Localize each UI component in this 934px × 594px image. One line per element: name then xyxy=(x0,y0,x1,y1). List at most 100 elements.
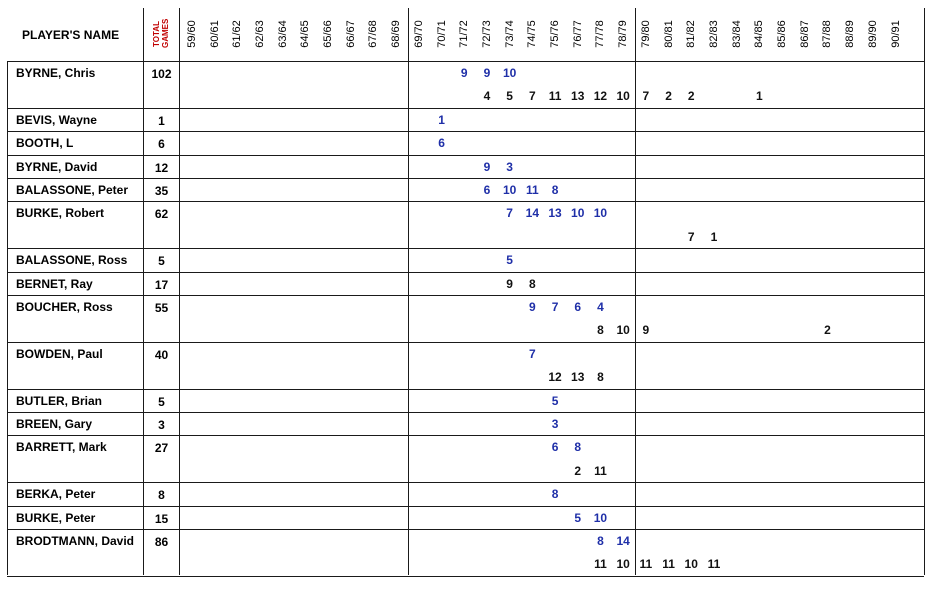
season-header: 81/82 xyxy=(685,20,698,48)
season-games-value: 10 xyxy=(502,66,517,80)
season-games-value: 12 xyxy=(593,89,608,104)
player-total-games: 6 xyxy=(158,137,165,152)
row-divider xyxy=(7,248,924,249)
season-games-value: 11 xyxy=(526,183,539,197)
player-total-games: 55 xyxy=(154,301,169,315)
row-divider xyxy=(7,131,924,132)
season-header: 85/86 xyxy=(776,20,789,48)
season-header: 67/68 xyxy=(367,20,380,48)
season-games-value: 6 xyxy=(438,136,445,151)
season-games-value: 11 xyxy=(548,89,562,104)
player-name: BEVIS, Wayne xyxy=(16,112,97,127)
season-games-value: 3 xyxy=(506,159,513,174)
season-games-value: 1 xyxy=(756,89,763,104)
player-total-games: 5 xyxy=(158,394,165,409)
season-games-value: 10 xyxy=(616,89,630,104)
season-header: 66/67 xyxy=(344,20,357,48)
season-games-value: 10 xyxy=(616,323,630,338)
season-header: 69/70 xyxy=(412,20,425,48)
player-total-games: 1 xyxy=(158,113,165,128)
player-total-games: 15 xyxy=(154,511,169,526)
player-total-games: 5 xyxy=(158,254,165,269)
season-games-value: 2 xyxy=(574,463,582,478)
season-games-value: 11 xyxy=(594,557,607,572)
player-name: BALASSONE, Ross xyxy=(16,253,128,268)
row-divider xyxy=(7,295,924,296)
player-total-games: 62 xyxy=(154,207,169,222)
season-header: 74/75 xyxy=(526,20,539,48)
season-header: 60/61 xyxy=(208,20,221,48)
season-games-value: 9 xyxy=(506,276,513,291)
player-total-games: 86 xyxy=(154,535,169,549)
season-games-value: 10 xyxy=(502,183,517,197)
player-total-games: 3 xyxy=(158,418,165,432)
season-games-value: 5 xyxy=(551,393,559,408)
season-games-value: 8 xyxy=(597,370,604,385)
row-divider xyxy=(7,529,924,530)
season-header: 82/83 xyxy=(707,20,720,48)
row-divider xyxy=(7,435,924,436)
season-games-value: 1 xyxy=(710,229,718,244)
season-games-value: 7 xyxy=(529,89,536,104)
season-header: 64/65 xyxy=(299,20,312,48)
season-games-value: 4 xyxy=(483,89,491,104)
player-name: BYRNE, David xyxy=(16,159,98,174)
season-games-value: 2 xyxy=(687,89,695,104)
decade-divider-1970 xyxy=(407,8,409,575)
total-column-divider xyxy=(179,8,180,575)
season-games-value: 9 xyxy=(460,66,468,80)
player-name: BURKE, Robert xyxy=(16,206,105,221)
season-header: 61/62 xyxy=(231,20,244,48)
row-divider xyxy=(7,482,924,483)
row-divider xyxy=(7,576,924,577)
season-games-value: 7 xyxy=(687,229,695,244)
season-header: 76/77 xyxy=(571,20,584,48)
season-games-value: 8 xyxy=(574,440,582,455)
season-games-value: 11 xyxy=(639,557,653,572)
season-games-value: 14 xyxy=(525,206,540,221)
season-games-value: 1 xyxy=(438,112,445,127)
player-name: BALASSONE, Peter xyxy=(16,183,129,197)
season-games-value: 8 xyxy=(551,183,559,197)
season-games-value: 5 xyxy=(574,510,582,525)
player-total-games: 12 xyxy=(154,160,169,175)
row-divider xyxy=(7,108,924,109)
season-games-value: 13 xyxy=(548,206,562,221)
season-games-value: 4 xyxy=(597,300,604,314)
player-name: BUTLER, Brian xyxy=(16,393,103,408)
player-total-games: 102 xyxy=(151,67,172,81)
player-total-games: 35 xyxy=(154,184,169,198)
player-name: BOUCHER, Ross xyxy=(16,300,113,314)
season-games-value: 7 xyxy=(551,300,559,314)
season-games-value: 8 xyxy=(551,487,559,502)
season-games-value: 11 xyxy=(594,463,607,478)
season-games-value: 9 xyxy=(642,323,650,338)
player-total-games: 27 xyxy=(154,441,169,456)
season-header: 63/64 xyxy=(276,20,289,48)
season-header: 90/91 xyxy=(889,20,902,48)
season-games-value: 10 xyxy=(593,206,608,221)
season-games-value: 7 xyxy=(529,346,536,361)
season-header: 78/79 xyxy=(617,20,630,48)
table-left-border xyxy=(7,61,8,575)
season-games-value: 7 xyxy=(506,206,513,221)
player-name: BYRNE, Chris xyxy=(16,66,96,80)
decade-divider-1980 xyxy=(634,8,636,575)
player-total-games: 17 xyxy=(154,277,169,292)
season-header: 59/60 xyxy=(185,20,198,48)
player-name: BOOTH, L xyxy=(16,136,74,151)
player-name: BREEN, Gary xyxy=(16,417,93,431)
season-games-value: 2 xyxy=(665,89,672,104)
season-header: 77/78 xyxy=(594,20,607,48)
season-header: 79/80 xyxy=(639,20,652,48)
player-total-games: 40 xyxy=(154,347,169,362)
season-header: 87/88 xyxy=(821,20,834,48)
season-games-value: 2 xyxy=(824,323,831,338)
season-header: 62/63 xyxy=(253,20,266,48)
season-games-value: 5 xyxy=(506,89,513,104)
player-name: BERKA, Peter xyxy=(16,487,96,502)
season-header: 75/76 xyxy=(549,20,562,48)
table-right-border xyxy=(924,8,925,575)
season-games-value: 8 xyxy=(597,323,604,338)
row-divider xyxy=(7,342,924,343)
